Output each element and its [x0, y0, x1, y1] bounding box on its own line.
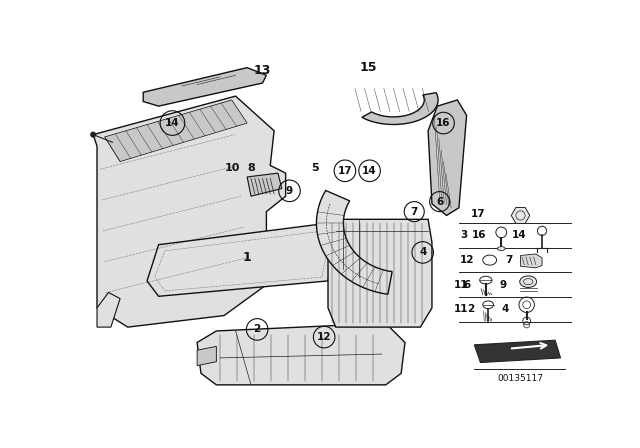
- Text: 1: 1: [243, 251, 252, 264]
- Text: 12: 12: [460, 255, 474, 265]
- Polygon shape: [316, 190, 392, 294]
- Text: 17: 17: [338, 166, 352, 176]
- Text: 7: 7: [410, 207, 418, 217]
- Text: 6: 6: [463, 280, 470, 290]
- Ellipse shape: [520, 276, 537, 288]
- Text: 6: 6: [436, 197, 444, 207]
- Polygon shape: [247, 173, 282, 196]
- Text: 13: 13: [254, 64, 271, 77]
- Polygon shape: [93, 96, 285, 327]
- Polygon shape: [328, 220, 432, 327]
- Text: 15: 15: [359, 61, 377, 74]
- Polygon shape: [147, 223, 336, 296]
- Text: 14: 14: [511, 230, 526, 241]
- Text: 2: 2: [468, 304, 475, 314]
- Circle shape: [91, 132, 95, 137]
- Text: 16: 16: [436, 118, 451, 128]
- Polygon shape: [474, 340, 561, 362]
- Text: 8: 8: [247, 163, 255, 173]
- Text: 5: 5: [311, 163, 319, 173]
- Text: 16: 16: [472, 230, 486, 241]
- Text: 9: 9: [500, 280, 507, 290]
- Polygon shape: [143, 68, 266, 106]
- Text: 00135117: 00135117: [497, 374, 543, 383]
- Ellipse shape: [497, 247, 505, 250]
- Polygon shape: [362, 93, 438, 125]
- Polygon shape: [97, 293, 120, 327]
- Text: 3: 3: [461, 230, 468, 241]
- Text: 11: 11: [454, 280, 468, 290]
- Polygon shape: [105, 100, 247, 162]
- Text: 11: 11: [454, 304, 468, 314]
- Polygon shape: [197, 346, 216, 366]
- Text: 12: 12: [317, 332, 332, 342]
- Text: 4: 4: [419, 247, 426, 258]
- Text: 10: 10: [225, 163, 240, 173]
- Polygon shape: [428, 100, 467, 215]
- Text: 17: 17: [471, 209, 486, 219]
- Polygon shape: [511, 207, 530, 224]
- Text: 14: 14: [362, 166, 377, 176]
- Text: 2: 2: [253, 324, 260, 334]
- Text: 9: 9: [286, 186, 293, 196]
- Polygon shape: [197, 323, 405, 385]
- Text: 14: 14: [165, 118, 180, 128]
- Polygon shape: [520, 254, 542, 268]
- Text: 4: 4: [501, 304, 509, 314]
- Text: 7: 7: [505, 255, 513, 265]
